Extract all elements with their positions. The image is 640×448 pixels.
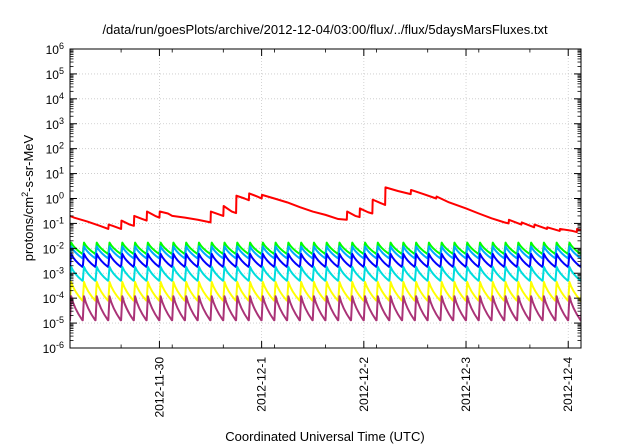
x-tick-labels: 2012-11-30 2012-12-1 2012-12-2 2012-12-3 201… bbox=[152, 357, 575, 418]
chart-title: /data/run/goesPlots/archive/2012-12-04/0… bbox=[102, 22, 548, 37]
series-line-6 bbox=[70, 280, 581, 302]
y-tick-label: 102 bbox=[46, 141, 64, 157]
y-tick-label: 10-5 bbox=[43, 315, 64, 331]
series-lines bbox=[70, 186, 581, 322]
x-tick-label: 2012-12-3 bbox=[459, 357, 473, 412]
y-tick-label: 10-6 bbox=[43, 340, 64, 356]
y-tick-label: 104 bbox=[46, 91, 64, 107]
x-tick-label: 2012-12-4 bbox=[561, 357, 575, 412]
y-axis-label: protons/cm2-s-sr-MeV bbox=[20, 134, 36, 261]
y-tick-labels: 10-6 10-5 10-4 10-3 10-2 10-1 100 101 102 103 104 1… bbox=[43, 41, 64, 356]
y-tick-label: 10-2 bbox=[43, 240, 64, 256]
y-tick-label: 103 bbox=[46, 116, 64, 132]
y-tick-label: 10-3 bbox=[43, 265, 64, 281]
x-tick-label: 2012-11-30 bbox=[152, 357, 166, 418]
series-line-1 bbox=[70, 186, 581, 234]
x-tick-label: 2012-12-2 bbox=[357, 357, 371, 412]
y-tick-label: 105 bbox=[46, 66, 64, 82]
series-line-2 bbox=[70, 241, 581, 255]
series-line-4 bbox=[70, 252, 581, 268]
y-tick-label: 10-4 bbox=[43, 290, 64, 306]
y-tick-label: 100 bbox=[46, 191, 64, 207]
series-line-5 bbox=[70, 265, 581, 282]
axis-ticks bbox=[70, 48, 581, 349]
y-tick-label: 101 bbox=[46, 166, 64, 182]
y-tick-label: 10-1 bbox=[43, 215, 64, 231]
series-line-7 bbox=[70, 295, 581, 322]
series-line-3 bbox=[70, 245, 581, 260]
y-tick-label: 106 bbox=[46, 41, 64, 57]
x-tick-label: 2012-12-1 bbox=[255, 357, 269, 412]
x-axis-label: Coordinated Universal Time (UTC) bbox=[225, 429, 424, 444]
